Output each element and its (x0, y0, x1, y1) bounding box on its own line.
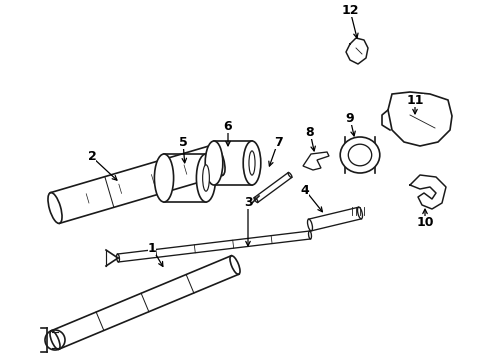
Text: 11: 11 (406, 94, 424, 107)
Ellipse shape (196, 154, 216, 202)
Text: 2: 2 (88, 150, 97, 163)
Text: 10: 10 (416, 216, 434, 229)
Text: 6: 6 (224, 120, 232, 132)
Text: 3: 3 (244, 195, 252, 208)
Ellipse shape (205, 141, 223, 185)
Ellipse shape (243, 141, 261, 185)
Polygon shape (388, 92, 452, 146)
Ellipse shape (348, 144, 372, 166)
Ellipse shape (249, 151, 255, 175)
Text: 7: 7 (273, 135, 282, 148)
Ellipse shape (340, 137, 380, 173)
Ellipse shape (154, 154, 173, 202)
Text: 4: 4 (301, 184, 309, 197)
Text: 1: 1 (147, 242, 156, 255)
Text: 5: 5 (179, 135, 187, 148)
Ellipse shape (203, 165, 209, 191)
Text: 12: 12 (341, 4, 359, 17)
Text: 8: 8 (306, 126, 314, 139)
Text: 9: 9 (345, 112, 354, 125)
